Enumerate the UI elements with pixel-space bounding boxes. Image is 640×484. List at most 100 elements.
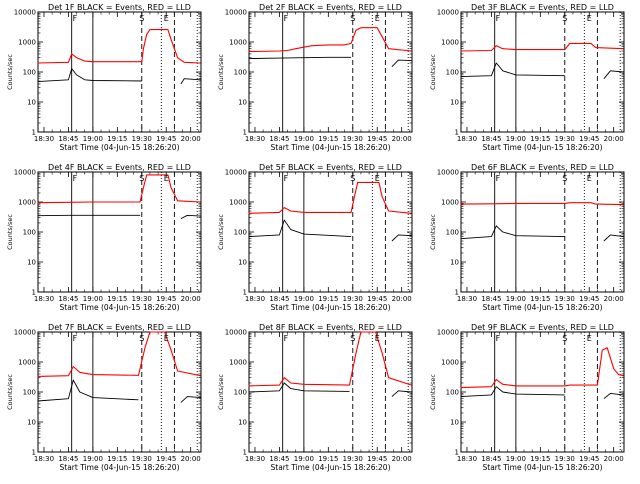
y-tick-label: 100 xyxy=(446,69,459,77)
y-tick-label: 10000 xyxy=(225,329,247,337)
x-tick-label: 19:00 xyxy=(294,295,314,303)
panel-det-9: Det 9F BLACK = Events, RED = LLD11010010… xyxy=(429,323,624,472)
annotation-f: F xyxy=(73,174,78,183)
x-tick-label: 19:45 xyxy=(579,455,599,463)
annotation-e: E xyxy=(587,174,592,183)
x-tick-label: 18:45 xyxy=(481,295,501,303)
panel-det-6: Det 6F BLACK = Events, RED = LLD11010010… xyxy=(429,163,624,312)
y-tick-label: 10 xyxy=(27,259,36,267)
x-tick-label: 19:30 xyxy=(343,295,363,303)
x-tick-label: 20:00 xyxy=(181,295,201,303)
x-axis-label: Start Time (04-Jun-15 18:26:20) xyxy=(483,143,603,152)
x-tick-label: 20:00 xyxy=(604,135,624,143)
x-axis-label: Start Time (04-Jun-15 18:26:20) xyxy=(60,463,180,472)
panel-det-7: Det 7F BLACK = Events, RED = LLD11010010… xyxy=(6,323,201,472)
annotation-s: S xyxy=(562,14,567,23)
annotation-f: F xyxy=(496,174,501,183)
y-tick-label: 1000 xyxy=(18,39,36,47)
x-tick-label: 19:45 xyxy=(579,295,599,303)
x-tick-label: 19:30 xyxy=(343,135,363,143)
y-tick-label: 10 xyxy=(450,259,459,267)
annotation-s: S xyxy=(350,14,355,23)
annotation-s: S xyxy=(139,334,144,343)
x-tick-label: 19:45 xyxy=(367,295,387,303)
panel-det-3: Det 3F BLACK = Events, RED = LLD11010010… xyxy=(429,3,624,152)
x-tick-label: 19:30 xyxy=(132,295,152,303)
annotation-f: F xyxy=(284,174,289,183)
plot-frame xyxy=(249,332,412,452)
lld-series-line xyxy=(461,203,624,205)
y-tick-label: 100 xyxy=(446,389,459,397)
x-axis-label: Start Time (04-Jun-15 18:26:20) xyxy=(271,143,391,152)
events-series-line xyxy=(604,235,624,241)
annotation-e: E xyxy=(375,334,380,343)
plot-frame xyxy=(461,12,624,132)
x-tick-label: 19:00 xyxy=(506,135,526,143)
events-series-line xyxy=(461,63,565,77)
events-series-line xyxy=(461,387,565,397)
y-tick-label: 10000 xyxy=(437,169,459,177)
y-tick-label: 100 xyxy=(234,69,247,77)
y-tick-label: 1000 xyxy=(229,359,247,367)
y-axis-label: Counts/sec xyxy=(429,374,437,410)
lld-series-line xyxy=(249,332,412,386)
lld-series-line xyxy=(38,175,201,203)
x-tick-label: 19:15 xyxy=(530,295,550,303)
y-tick-label: 1000 xyxy=(441,39,459,47)
y-tick-label: 100 xyxy=(234,229,247,237)
x-tick-label: 18:30 xyxy=(457,295,477,303)
annotation-e: E xyxy=(375,14,380,23)
panel-det-1: Det 1F BLACK = Events, RED = LLD11010010… xyxy=(6,3,201,152)
panel-title: Det 9F BLACK = Events, RED = LLD xyxy=(471,323,614,332)
x-tick-label: 19:00 xyxy=(506,455,526,463)
y-tick-label: 100 xyxy=(446,229,459,237)
plot-frame xyxy=(461,172,624,292)
x-tick-label: 19:15 xyxy=(318,135,338,143)
x-tick-label: 18:45 xyxy=(269,295,289,303)
lld-series-line xyxy=(249,182,412,213)
x-tick-label: 19:45 xyxy=(367,455,387,463)
x-tick-label: 19:15 xyxy=(530,455,550,463)
annotation-e: E xyxy=(164,14,169,23)
x-tick-label: 18:45 xyxy=(58,455,78,463)
x-tick-label: 19:45 xyxy=(367,135,387,143)
annotation-e: E xyxy=(587,14,592,23)
x-tick-label: 18:45 xyxy=(269,455,289,463)
y-tick-label: 10000 xyxy=(437,329,459,337)
y-tick-label: 1000 xyxy=(441,199,459,207)
x-tick-label: 19:15 xyxy=(107,455,127,463)
y-tick-label: 10000 xyxy=(225,9,247,17)
y-tick-label: 10 xyxy=(450,99,459,107)
plot-frame xyxy=(38,12,201,132)
x-tick-label: 19:45 xyxy=(156,455,176,463)
y-tick-label: 10000 xyxy=(437,9,459,17)
x-tick-label: 18:30 xyxy=(34,295,54,303)
x-axis-label: Start Time (04-Jun-15 18:26:20) xyxy=(60,143,180,152)
lld-series-line xyxy=(38,30,201,63)
x-axis-label: Start Time (04-Jun-15 18:26:20) xyxy=(271,463,391,472)
panel-title: Det 6F BLACK = Events, RED = LLD xyxy=(471,163,614,172)
x-tick-label: 19:30 xyxy=(555,455,575,463)
x-tick-label: 19:15 xyxy=(530,135,550,143)
x-tick-label: 19:30 xyxy=(555,295,575,303)
annotation-s: S xyxy=(562,174,567,183)
x-tick-label: 18:30 xyxy=(245,135,265,143)
y-tick-label: 1000 xyxy=(229,199,247,207)
y-tick-label: 100 xyxy=(23,229,36,237)
x-tick-label: 18:30 xyxy=(245,295,265,303)
x-tick-label: 18:45 xyxy=(481,455,501,463)
y-tick-label: 100 xyxy=(234,389,247,397)
x-tick-label: 19:30 xyxy=(132,455,152,463)
y-axis-label: Counts/sec xyxy=(429,214,437,250)
panel-title: Det 8F BLACK = Events, RED = LLD xyxy=(259,323,402,332)
x-tick-label: 18:30 xyxy=(34,135,54,143)
annotation-s: S xyxy=(139,174,144,183)
y-axis-label: Counts/sec xyxy=(217,374,225,410)
x-tick-label: 19:15 xyxy=(318,455,338,463)
y-tick-label: 1000 xyxy=(18,199,36,207)
panel-title: Det 4F BLACK = Events, RED = LLD xyxy=(48,163,191,172)
x-tick-label: 19:00 xyxy=(506,295,526,303)
x-tick-label: 19:15 xyxy=(318,295,338,303)
x-tick-label: 19:00 xyxy=(83,295,103,303)
